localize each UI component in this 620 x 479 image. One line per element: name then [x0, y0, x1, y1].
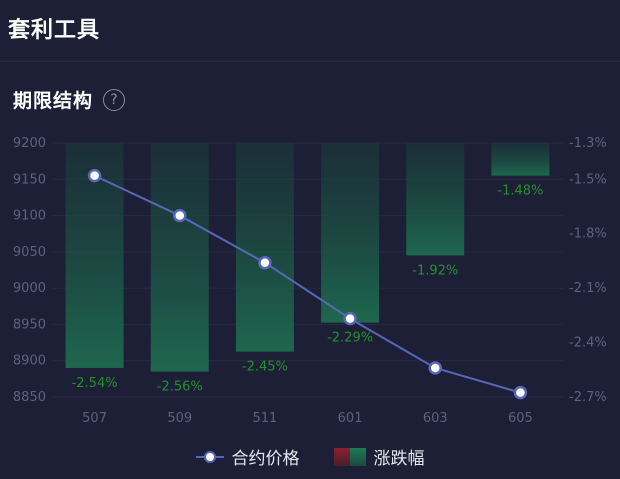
y-right-tick-label: -2.4% — [569, 336, 607, 351]
y-right-tick-label: -2.7% — [569, 390, 607, 405]
price-point — [428, 361, 442, 375]
section-title: 期限结构 — [13, 90, 94, 112]
x-tick-label: 603 — [423, 411, 448, 426]
bar-data-label: -2.56% — [157, 380, 203, 395]
y-right-tick-label: -2.1% — [569, 281, 607, 296]
y-left-tick-label: 9000 — [13, 281, 46, 296]
y-left-tick-label: 9150 — [13, 172, 46, 187]
header-divider — [0, 61, 620, 62]
y-right-tick-label: -1.5% — [569, 172, 607, 187]
y-right-tick-label: -1.8% — [569, 227, 607, 242]
bar-data-label: -2.29% — [327, 331, 373, 346]
change-bar — [150, 143, 209, 372]
term-structure-chart: -2.54% -2.56% -2.45% -2.29% -1.92% -1.48% 920… — [13, 136, 607, 426]
page-title: 套利工具 — [8, 18, 101, 43]
legend-label-price: 合约价格 — [231, 449, 300, 469]
price-point — [87, 168, 102, 183]
change-bar — [406, 143, 465, 256]
x-tick-label: 605 — [508, 411, 533, 426]
question-circle-icon[interactable]: ? — [103, 88, 126, 111]
bar-data-label: -1.48% — [497, 184, 543, 199]
y-left-tick-label: 8950 — [13, 317, 46, 332]
price-point — [258, 255, 272, 270]
x-tick-label: 601 — [338, 411, 363, 426]
price-line-path — [94, 174, 521, 394]
legend-label-change: 涨跌幅 — [373, 449, 425, 469]
price-point — [173, 208, 187, 223]
y-left-tick-label: 8850 — [13, 390, 46, 405]
legend-item-price[interactable]: 合约价格 — [195, 444, 300, 469]
price-point — [343, 311, 357, 326]
legend-item-change[interactable]: 涨跌幅 — [333, 444, 425, 469]
bar-data-label: -2.54% — [72, 376, 118, 391]
y-left-tick-label: 9200 — [13, 136, 46, 151]
x-tick-label: 507 — [82, 411, 107, 426]
change-bar — [491, 143, 550, 176]
y-left-tick-label: 9050 — [13, 245, 46, 260]
red-green-swatch-icon — [333, 447, 366, 466]
y-left-tick-label: 9100 — [13, 209, 46, 224]
y-left-tick-label: 8900 — [13, 354, 46, 369]
x-tick-label: 511 — [253, 411, 278, 426]
bar-data-label: -2.45% — [242, 360, 288, 375]
section-header: 期限结构 ? — [13, 86, 126, 113]
price-point — [513, 385, 528, 400]
axes: 9200 9150 9100 9050 9000 8950 8900 8850 -1.3% -1.… — [13, 136, 607, 426]
bar-data-label: -1.92% — [412, 263, 458, 278]
change-bar — [235, 143, 294, 352]
grid-lines — [52, 142, 563, 398]
change-bar — [321, 143, 380, 323]
chart-legend: 合约价格 涨跌幅 — [0, 444, 620, 469]
x-tick-label: 509 — [167, 411, 192, 426]
line-marker-icon — [195, 450, 224, 463]
y-right-tick-label: -1.3% — [569, 136, 607, 151]
price-line — [87, 168, 528, 400]
bars: -2.54% -2.56% -2.45% -2.29% -1.92% -1.48% — [65, 143, 550, 395]
